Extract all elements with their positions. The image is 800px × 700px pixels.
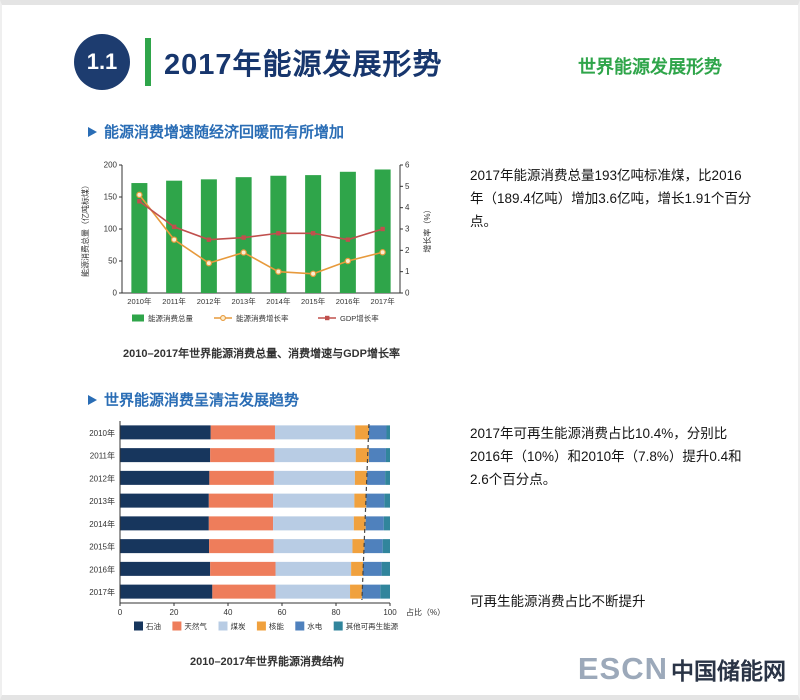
- svg-text:200: 200: [104, 161, 118, 170]
- svg-text:2011年: 2011年: [162, 296, 186, 306]
- svg-text:2: 2: [405, 246, 410, 255]
- section1-heading: 能源消费增速随经济回暖而有所增加: [88, 121, 344, 142]
- section2-note2: 可再生能源消费占比不断提升: [470, 594, 646, 609]
- svg-text:5: 5: [405, 182, 410, 191]
- svg-text:100: 100: [104, 225, 118, 234]
- svg-text:20: 20: [170, 608, 179, 617]
- svg-text:2012年: 2012年: [89, 473, 115, 483]
- svg-text:4: 4: [405, 203, 410, 212]
- svg-text:40: 40: [224, 608, 233, 617]
- svg-text:3: 3: [405, 225, 410, 234]
- svg-text:2010年: 2010年: [127, 296, 152, 306]
- svg-text:2014年: 2014年: [89, 519, 115, 529]
- combo-chart-svg: 0 50 100 150 200 0 1 2 3 4 5 6 2010年 2011年 2012年 2013年 2…: [80, 161, 432, 324]
- svg-text:石油: 石油: [146, 621, 161, 631]
- svg-text:占比（%）: 占比（%）: [406, 607, 445, 617]
- svg-text:2012年: 2012年: [197, 296, 222, 306]
- page-title: 2017年能源发展形势: [164, 49, 443, 81]
- svg-text:2011年: 2011年: [90, 451, 115, 461]
- svg-text:0: 0: [113, 289, 118, 298]
- svg-text:核能: 核能: [269, 621, 284, 631]
- svg-text:水电: 水电: [307, 621, 322, 631]
- title-divider: [145, 38, 151, 86]
- section2-heading-text: 世界能源消费呈清洁发展趋势: [104, 392, 300, 409]
- svg-text:2014年: 2014年: [266, 296, 291, 306]
- arrow-bullet-icon: [88, 126, 97, 137]
- svg-text:能源消费总量（亿吨标煤）: 能源消费总量（亿吨标煤）: [80, 181, 90, 277]
- svg-text:2013年: 2013年: [232, 296, 257, 306]
- stacked-chart: 2010年 2011年 2012年 2013年 2014年 2015年 2016年 2017年…: [78, 415, 456, 669]
- svg-text:100: 100: [383, 608, 397, 617]
- escn-logo: ESCN 中国储能网: [578, 651, 786, 687]
- svg-text:增长率（%）: 增长率（%）: [422, 205, 432, 252]
- svg-text:其他可再生能源: 其他可再生能源: [346, 621, 399, 631]
- section2-note: 2017年可再生能源消费占比10.4%，分别比2016年（10%）和2010年（…: [470, 426, 742, 487]
- svg-text:2017年: 2017年: [89, 587, 115, 597]
- combo-chart: 0 50 100 150 200 0 1 2 3 4 5 6 2010年 2011年 2012年 2013年 2…: [74, 157, 449, 361]
- svg-text:天然气: 天然气: [184, 621, 207, 631]
- svg-text:2015年: 2015年: [301, 296, 326, 306]
- svg-text:150: 150: [104, 193, 118, 202]
- svg-text:6: 6: [405, 161, 410, 170]
- logo-cn-text: 中国储能网: [671, 658, 786, 684]
- svg-text:50: 50: [108, 257, 117, 266]
- chart1-caption: 2010–2017年世界能源消费总量、消费增速与GDP增长率: [123, 348, 400, 360]
- svg-text:2016年: 2016年: [336, 296, 361, 306]
- svg-text:2015年: 2015年: [89, 542, 115, 552]
- svg-text:80: 80: [332, 608, 341, 617]
- svg-text:2013年: 2013年: [89, 496, 115, 506]
- section2-heading: 世界能源消费呈清洁发展趋势: [88, 389, 299, 410]
- svg-text:煤炭: 煤炭: [231, 621, 246, 631]
- svg-text:2016年: 2016年: [89, 564, 115, 574]
- svg-text:能源消费增长率: 能源消费增长率: [236, 313, 289, 323]
- logo-escn-text: ESCN: [577, 651, 668, 686]
- svg-text:60: 60: [278, 608, 287, 617]
- arrow-bullet-icon: [88, 394, 97, 405]
- section1-note: 2017年能源消费总量193亿吨标准煤，比2016年（189.4亿吨）增加3.6…: [470, 168, 752, 229]
- svg-text:能源消费总量: 能源消费总量: [148, 313, 193, 323]
- svg-text:0: 0: [118, 608, 123, 617]
- svg-text:0: 0: [405, 289, 410, 298]
- svg-text:2017年: 2017年: [371, 296, 396, 306]
- stacked-chart-svg: 2010年 2011年 2012年 2013年 2014年 2015年 2016年 2017年…: [89, 421, 445, 631]
- section-number-badge: 1.1: [74, 34, 130, 90]
- svg-text:1: 1: [405, 267, 410, 276]
- svg-text:GDP增长率: GDP增长率: [340, 313, 379, 323]
- section1-heading-text: 能源消费增速随经济回暖而有所增加: [104, 124, 345, 141]
- section-number: 1.1: [86, 49, 118, 74]
- chart2-caption: 2010–2017年世界能源消费结构: [189, 656, 345, 668]
- page-subtitle: 世界能源发展形势: [578, 57, 722, 77]
- svg-text:2010年: 2010年: [89, 428, 115, 438]
